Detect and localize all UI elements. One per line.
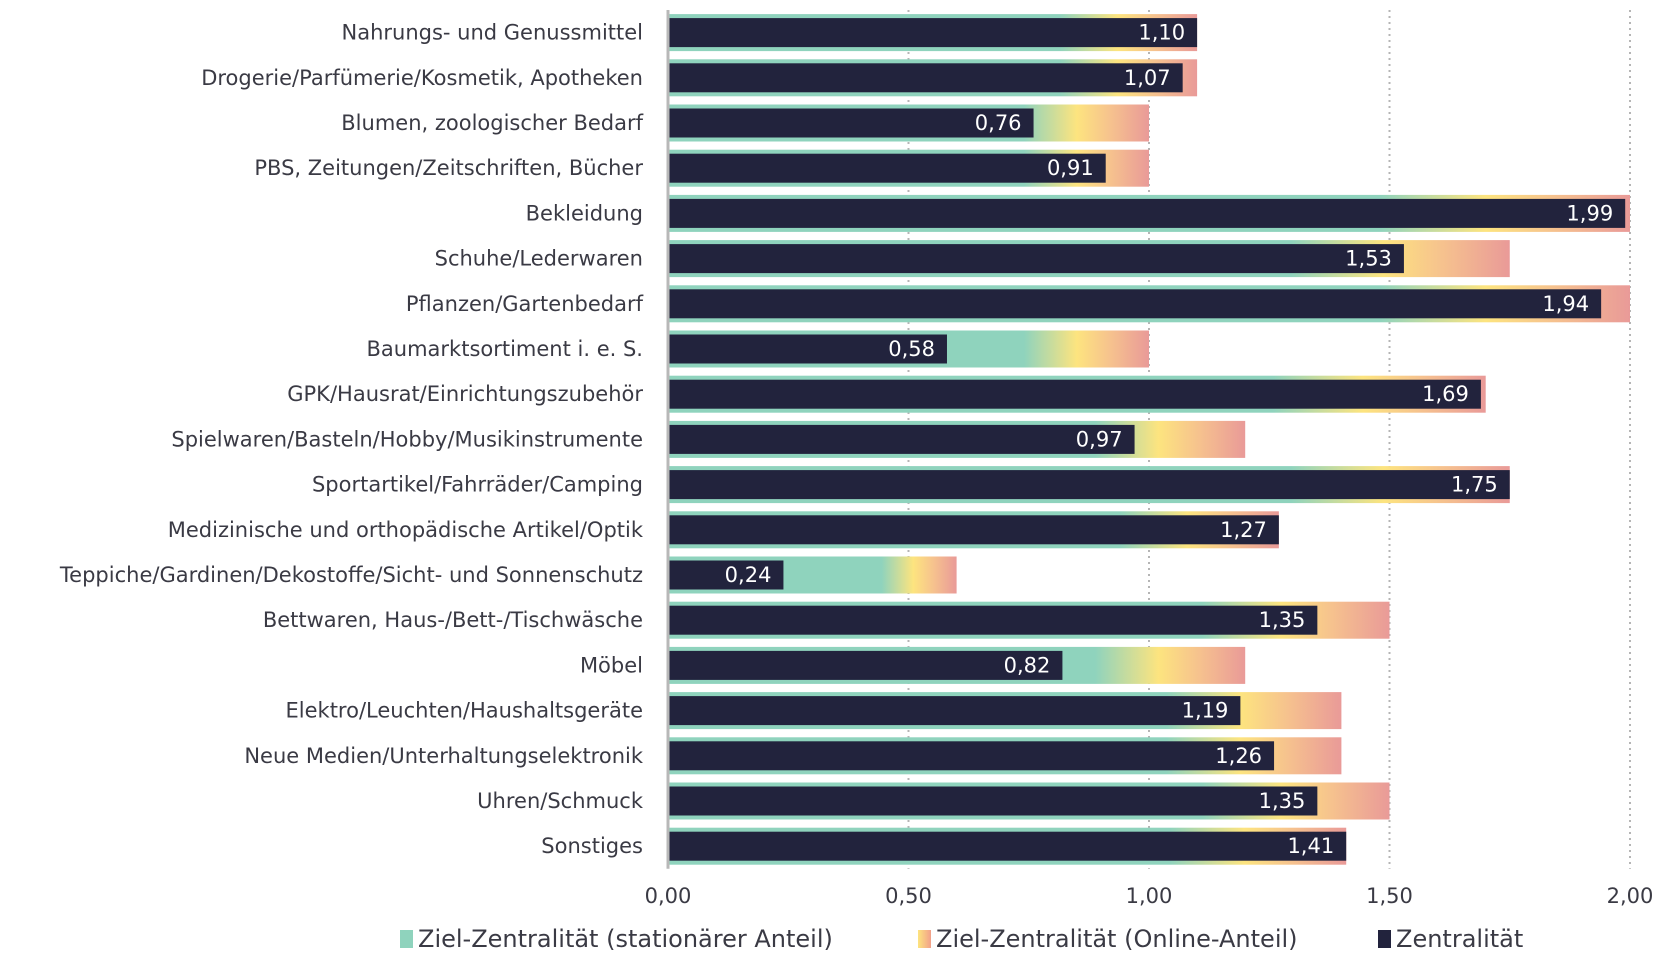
value-label: 0,97: [1076, 427, 1123, 451]
centrality-bar: [668, 696, 1241, 726]
centrality-bar: [668, 831, 1347, 861]
value-label: 1,07: [1124, 66, 1171, 90]
category-label: Spielwaren/Basteln/Hobby/Musikinstrument…: [171, 427, 643, 451]
category-label: Bettwaren, Haus-/Bett-/Tischwäsche: [263, 608, 643, 632]
value-label: 0,24: [725, 563, 772, 587]
x-tick-label: 0,50: [885, 884, 932, 908]
x-tick-label: 1,00: [1126, 884, 1173, 908]
value-label: 1,41: [1287, 834, 1334, 858]
centrality-bar: [668, 108, 1034, 138]
legend-label-centrality: Zentralität: [1396, 925, 1524, 953]
centrality-bar: [668, 741, 1275, 771]
category-label: Bekleidung: [526, 201, 643, 225]
category-label: Möbel: [580, 653, 643, 677]
value-label: 0,76: [975, 111, 1022, 135]
centrality-bar: [668, 650, 1063, 680]
value-label: 1,99: [1566, 201, 1613, 225]
category-label: Blumen, zoologischer Bedarf: [341, 111, 643, 135]
centrality-bar: [668, 289, 1602, 319]
value-label: 0,58: [888, 337, 935, 361]
category-label: Pflanzen/Gartenbedarf: [406, 292, 644, 316]
centrality-bar: [668, 198, 1626, 228]
value-label: 1,10: [1138, 21, 1185, 45]
legend: Ziel-Zentralität (stationärer Anteil) Zi…: [0, 925, 1657, 961]
value-label: 0,82: [1004, 653, 1051, 677]
legend-item-stationary: Ziel-Zentralität (stationärer Anteil): [400, 925, 833, 953]
category-label: Sonstiges: [541, 834, 643, 858]
labels-layer: 1,10 Nahrungs- und Genussmittel 1,07 Droger…: [59, 21, 1613, 859]
bars-layer: [668, 14, 1630, 865]
category-label: Uhren/Schmuck: [477, 789, 644, 813]
legend-label-stationary: Ziel-Zentralität (stationärer Anteil): [418, 925, 833, 953]
legend-swatch-online: [918, 930, 931, 948]
category-label: Sportartikel/Fahrräder/Camping: [312, 473, 643, 497]
centrality-bar: [668, 153, 1106, 183]
category-label: Nahrungs- und Genussmittel: [342, 21, 644, 45]
value-label: 1,53: [1345, 247, 1392, 271]
category-label: Medizinische und orthopädische Artikel/O…: [168, 518, 644, 542]
value-label: 1,19: [1182, 699, 1229, 723]
x-tick-label: 1,50: [1366, 884, 1413, 908]
category-label: Teppiche/Gardinen/Dekostoffe/Sicht- und …: [59, 563, 643, 587]
category-label: Elektro/Leuchten/Haushaltsgeräte: [286, 699, 643, 723]
legend-swatch-stationary: [400, 930, 413, 948]
centrality-bar: [668, 560, 784, 590]
category-label: GPK/Hausrat/Einrichtungszubehör: [287, 382, 643, 406]
centrality-bar: [668, 334, 947, 364]
value-label: 1,35: [1259, 608, 1306, 632]
legend-item-centrality: Zentralität: [1378, 925, 1523, 953]
value-label: 1,35: [1259, 789, 1306, 813]
x-tick-label: 2,00: [1607, 884, 1654, 908]
value-label: 1,69: [1422, 382, 1469, 406]
value-label: 0,91: [1047, 156, 1094, 180]
category-label: Schuhe/Lederwaren: [435, 247, 643, 271]
category-label: Neue Medien/Unterhaltungselektronik: [244, 744, 644, 768]
centrality-bar: [668, 605, 1318, 635]
centrality-bar: [668, 18, 1198, 48]
legend-item-online: Ziel-Zentralität (Online-Anteil): [918, 925, 1298, 953]
centrality-bar: [668, 786, 1318, 816]
axis-layer: 0,00 0,50 1,00 1,50 2,00: [645, 10, 1654, 908]
category-label: Baumarktsortiment i. e. S.: [367, 337, 644, 361]
x-tick-label: 0,00: [645, 884, 692, 908]
centrality-bar: [668, 424, 1135, 454]
category-label: Drogerie/Parfümerie/Kosmetik, Apotheken: [201, 66, 643, 90]
centrality-bar: [668, 515, 1279, 545]
value-label: 1,75: [1451, 473, 1498, 497]
value-label: 1,26: [1215, 744, 1262, 768]
value-label: 1,94: [1542, 292, 1589, 316]
value-label: 1,27: [1220, 518, 1267, 542]
category-label: PBS, Zeitungen/Zeitschriften, Bücher: [254, 156, 643, 180]
legend-label-online: Ziel-Zentralität (Online-Anteil): [936, 925, 1298, 953]
centrality-bar: [668, 244, 1404, 274]
centrality-bar: [668, 470, 1510, 500]
centrality-bar: [668, 379, 1481, 409]
centrality-bar: [668, 63, 1183, 93]
legend-swatch-centrality: [1378, 930, 1391, 948]
